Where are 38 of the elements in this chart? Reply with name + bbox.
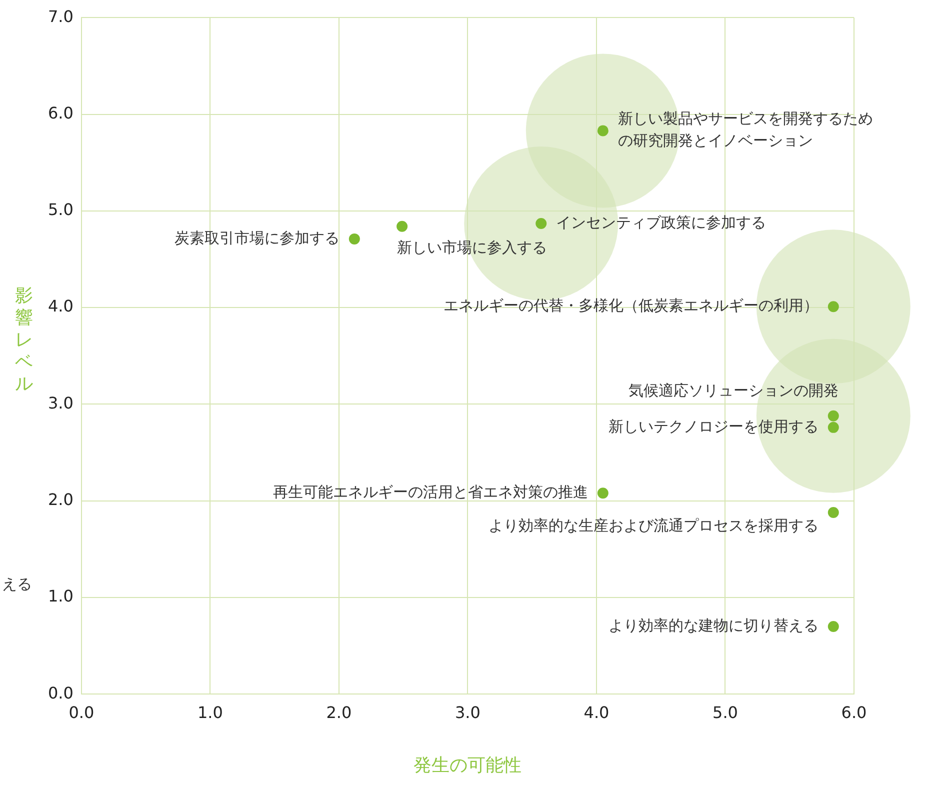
y-tick-label: 2.0 bbox=[48, 490, 74, 510]
data-label: より効率的な生産および流通プロセスを採用する bbox=[488, 516, 818, 534]
data-label: 新しいテクノロジーを使用する bbox=[608, 417, 818, 436]
x-tick-label: 4.0 bbox=[584, 702, 610, 722]
data-label: インセンティブ政策に参加する bbox=[556, 213, 766, 232]
y-tick-label: 1.0 bbox=[48, 586, 74, 606]
data-label: 新しい市場に参入する bbox=[397, 238, 548, 256]
point bbox=[597, 488, 608, 499]
data-label: 気候適応ソリューションの開発 bbox=[628, 382, 838, 400]
x-tick-label: 3.0 bbox=[454, 702, 480, 722]
y-axis-title: 影響レベル bbox=[15, 286, 33, 395]
y-tick-label: 7.0 bbox=[48, 6, 74, 26]
y-tick-label: 0.0 bbox=[48, 683, 74, 702]
y-tick-label: 6.0 bbox=[48, 103, 74, 122]
point bbox=[348, 233, 360, 244]
x-tick-label: 6.0 bbox=[841, 702, 867, 722]
y-tick-label: 5.0 bbox=[48, 200, 74, 220]
data-label: エネルギーの代替・多様化（低炭素エネルギーの利用） bbox=[443, 296, 818, 314]
point bbox=[828, 410, 839, 422]
point bbox=[828, 422, 839, 433]
x-tick-label: 5.0 bbox=[712, 702, 738, 722]
x-tick-label: 2.0 bbox=[326, 702, 352, 722]
x-axis-title: 発生の可能性 bbox=[414, 754, 522, 776]
data-label: より効率的な建物に切り替える bbox=[608, 616, 818, 634]
x-tick-label: 1.0 bbox=[197, 702, 223, 722]
data-label: 再生可能エネルギーの活用と省エネ対策の推進 bbox=[272, 483, 588, 502]
y-tick-label: 4.0 bbox=[48, 296, 74, 316]
y-tick-label: 3.0 bbox=[48, 393, 74, 412]
point bbox=[536, 218, 547, 229]
text: える bbox=[2, 574, 32, 593]
point bbox=[828, 506, 839, 518]
point bbox=[828, 621, 839, 632]
data-label: 炭素取引市場に参加する bbox=[174, 228, 340, 247]
data-label: 新しい製品やサービスを開発するための研究開発とイノベーション bbox=[618, 110, 873, 150]
point bbox=[597, 125, 608, 136]
point bbox=[396, 220, 408, 232]
point bbox=[828, 301, 839, 312]
x-tick-label: 0.0 bbox=[68, 702, 94, 722]
